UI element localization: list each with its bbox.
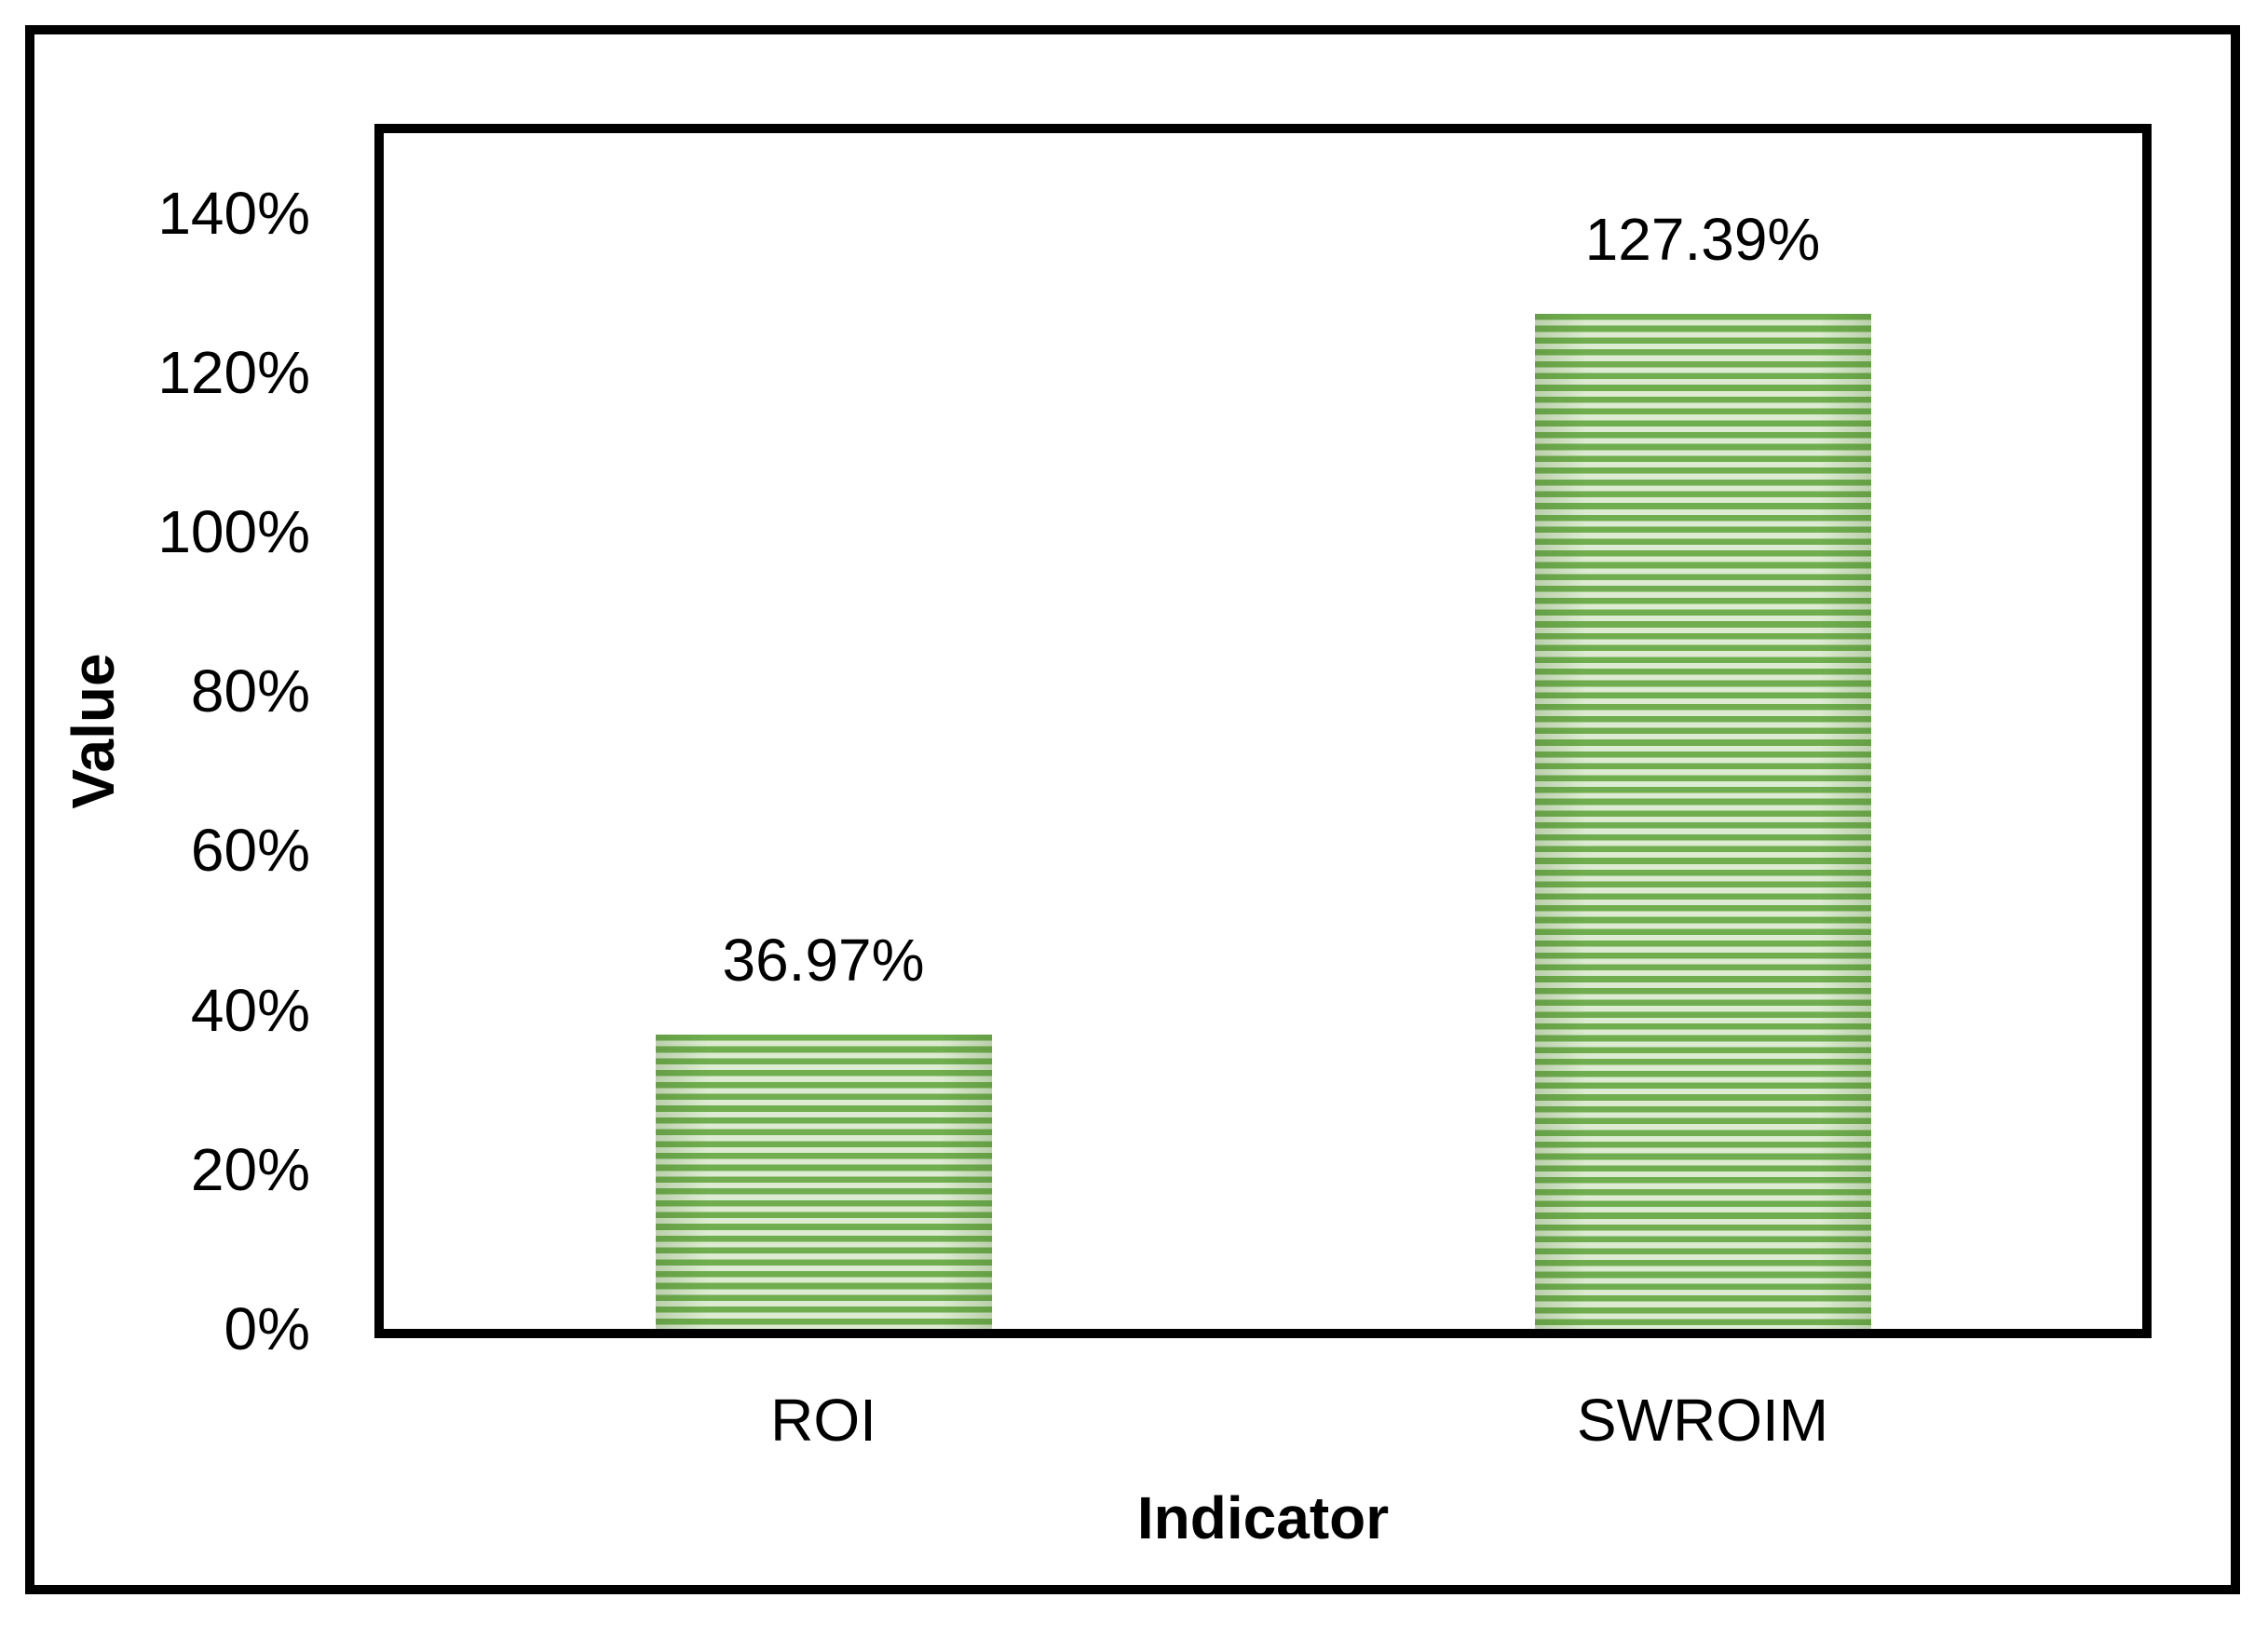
data-label-swroim: 127.39% <box>1584 205 1821 273</box>
y-tick-label-100: 100% <box>157 498 310 565</box>
y-tick-label-20: 20% <box>190 1135 310 1203</box>
bar-roi <box>655 1034 992 1329</box>
plot-area <box>374 124 2152 1338</box>
y-tick-label-80: 80% <box>190 657 310 725</box>
data-label-roi: 36.97% <box>722 926 925 994</box>
bar-swroim <box>1534 313 1871 1329</box>
y-tick-label-0: 0% <box>224 1295 311 1362</box>
y-tick-label-40: 40% <box>190 976 310 1044</box>
y-tick-label-120: 120% <box>157 338 310 406</box>
y-tick-label-60: 60% <box>190 817 310 885</box>
y-tick-label-140: 140% <box>157 179 310 247</box>
category-label-roi: ROI <box>770 1387 876 1454</box>
x-axis-title: Indicator <box>1136 1484 1390 1551</box>
category-label-swroim: SWROIM <box>1576 1387 1829 1454</box>
chart-outer-border <box>25 25 2240 1594</box>
